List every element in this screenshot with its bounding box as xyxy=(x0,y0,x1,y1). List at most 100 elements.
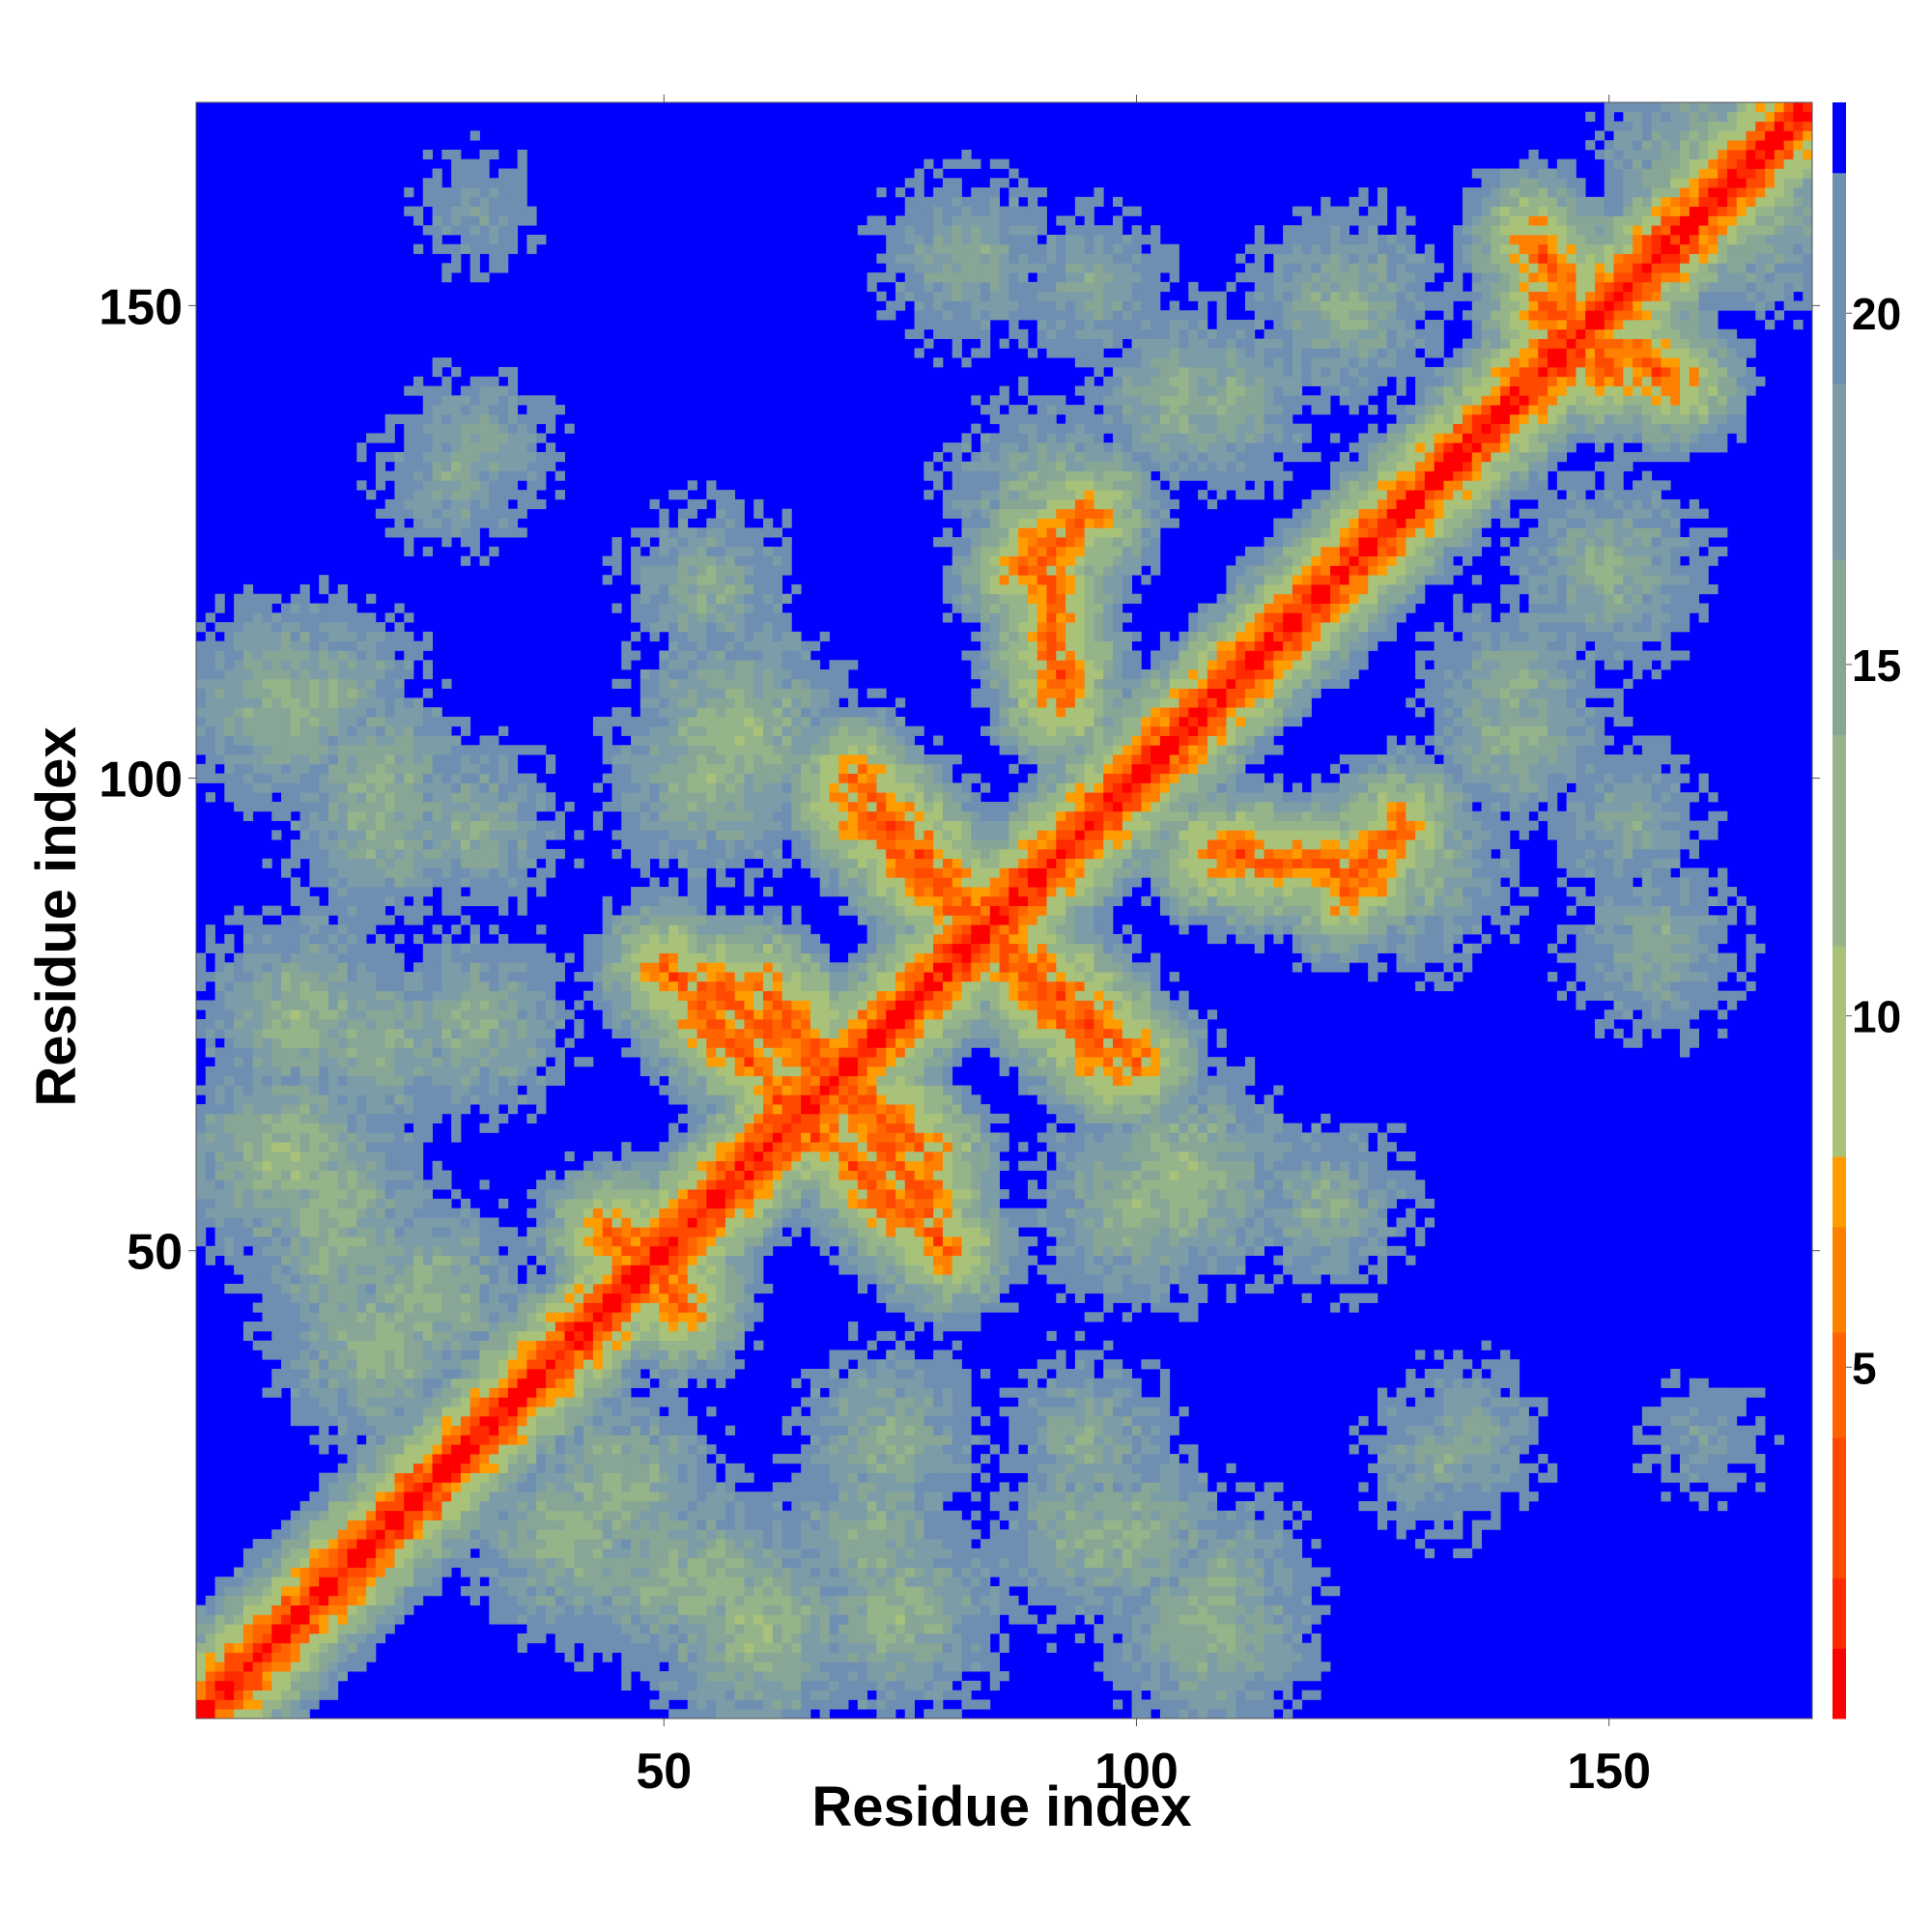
heatmap-cell xyxy=(327,735,339,746)
heatmap-cell xyxy=(536,1614,547,1625)
heatmap-cell xyxy=(319,773,329,783)
heatmap-cell xyxy=(309,858,320,868)
heatmap-cell xyxy=(404,1047,414,1058)
heatmap-cell xyxy=(214,1009,225,1020)
heatmap-cell xyxy=(621,1321,632,1332)
heatmap-cell xyxy=(413,1472,424,1483)
heatmap-cell xyxy=(621,1378,632,1388)
heatmap-cell xyxy=(234,1671,244,1682)
heatmap-cell xyxy=(460,405,471,415)
heatmap-cell xyxy=(242,943,254,953)
heatmap-cell xyxy=(404,697,414,708)
heatmap-cell xyxy=(214,962,225,973)
heatmap-cell xyxy=(375,1132,386,1143)
heatmap-cell xyxy=(451,1510,462,1520)
heatmap-cell xyxy=(262,905,272,916)
heatmap-cell xyxy=(469,1009,480,1020)
heatmap-cell xyxy=(366,1605,377,1615)
heatmap-cell xyxy=(451,1085,462,1095)
heatmap-cell xyxy=(299,1415,310,1427)
heatmap-cell xyxy=(262,1236,272,1247)
heatmap-cell xyxy=(404,1350,414,1360)
heatmap-cell xyxy=(469,980,480,992)
heatmap-cell xyxy=(394,470,405,481)
heatmap-cell xyxy=(631,1160,641,1171)
heatmap-cell xyxy=(242,962,254,973)
heatmap-cell xyxy=(583,1510,594,1520)
heatmap-cell xyxy=(631,1179,641,1190)
heatmap-cell xyxy=(299,839,310,850)
heatmap-cell xyxy=(309,1113,320,1124)
heatmap-cell xyxy=(281,1236,292,1247)
heatmap-cell xyxy=(422,1463,433,1474)
heatmap-cell xyxy=(366,1142,377,1152)
heatmap-cell xyxy=(319,1142,329,1152)
heatmap-cell xyxy=(441,1264,452,1275)
heatmap-cell xyxy=(242,1586,254,1597)
heatmap-cell xyxy=(309,895,320,906)
heatmap-cell xyxy=(432,962,442,973)
heatmap-cell xyxy=(356,707,367,718)
heatmap-cell xyxy=(413,895,424,906)
heatmap-cell xyxy=(649,1482,660,1492)
heatmap-cell xyxy=(347,1406,357,1417)
heatmap-cell xyxy=(404,187,414,198)
heatmap-cell xyxy=(441,895,452,906)
heatmap-cell xyxy=(611,745,622,755)
heatmap-cell xyxy=(384,980,395,992)
heatmap-cell xyxy=(299,1283,310,1294)
heatmap-cell xyxy=(375,480,386,491)
heatmap-cell xyxy=(224,943,235,953)
heatmap-cell xyxy=(498,1330,509,1342)
heatmap-cell xyxy=(214,1595,225,1605)
heatmap-cell xyxy=(677,810,689,821)
heatmap-cell xyxy=(356,716,367,727)
heatmap-cell xyxy=(384,1198,395,1209)
heatmap-cell xyxy=(252,678,263,689)
heatmap-cell xyxy=(451,820,462,831)
heatmap-cell xyxy=(404,385,414,396)
heatmap-cell xyxy=(375,1028,386,1038)
heatmap-cell xyxy=(252,669,263,680)
heatmap-cell xyxy=(422,1406,433,1417)
heatmap-cell xyxy=(554,1472,565,1483)
heatmap-cell xyxy=(649,1350,660,1360)
heatmap-cell xyxy=(356,990,367,1001)
heatmap-cell xyxy=(611,1557,622,1568)
heatmap-cell xyxy=(422,1387,433,1398)
heatmap-cell xyxy=(319,612,329,623)
heatmap-cell xyxy=(224,745,235,755)
heatmap-cell xyxy=(574,1548,584,1559)
heatmap-cell xyxy=(347,1539,357,1549)
heatmap-cell xyxy=(375,1472,386,1483)
heatmap-cell xyxy=(574,1425,584,1435)
heatmap-cell xyxy=(384,1539,395,1549)
heatmap-cell xyxy=(517,1000,527,1010)
heatmap-cell xyxy=(564,1548,575,1559)
heatmap-cell xyxy=(554,1340,565,1350)
heatmap-cell xyxy=(536,924,547,935)
heatmap-cell xyxy=(214,707,225,718)
heatmap-cell xyxy=(677,1435,689,1445)
heatmap-cell xyxy=(375,631,386,642)
heatmap-cell xyxy=(479,877,490,888)
heatmap-cell xyxy=(536,867,547,878)
heatmap-cell xyxy=(649,1369,660,1379)
heatmap-cell xyxy=(517,801,527,812)
heatmap-cell xyxy=(394,1435,405,1445)
heatmap-cell xyxy=(639,887,651,897)
heatmap-cell xyxy=(517,451,527,463)
heatmap-cell xyxy=(242,1652,254,1662)
heatmap-cell xyxy=(441,1047,452,1058)
heatmap-cell xyxy=(602,972,612,982)
heatmap-cell xyxy=(489,1245,499,1256)
heatmap-cell xyxy=(536,972,547,982)
heatmap-cell xyxy=(271,933,282,945)
heatmap-cell xyxy=(205,792,215,803)
heatmap-cell xyxy=(404,905,414,916)
heatmap-cell xyxy=(242,1160,254,1171)
heatmap-cell xyxy=(432,178,442,188)
heatmap-cell xyxy=(611,1217,622,1228)
heatmap-cell xyxy=(327,905,339,916)
heatmap-cell xyxy=(602,801,612,812)
